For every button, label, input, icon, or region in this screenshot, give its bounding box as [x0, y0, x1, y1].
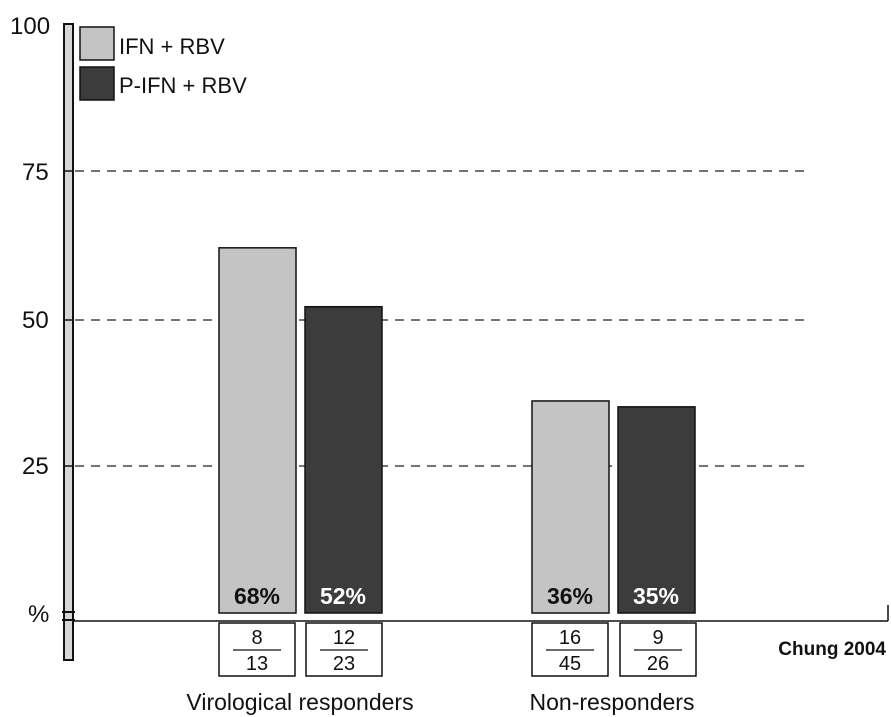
legend-swatch-pifn-rbv — [79, 66, 115, 101]
bar-label-ifn-rbv-virological-responders: 68% — [234, 583, 280, 609]
bar-pifn-rbv-virological-responders — [304, 305, 383, 614]
y-tick-label-25: 25 — [22, 453, 49, 480]
category-label-virological-responders: Virological responders — [186, 689, 413, 715]
fraction-denominator: 45 — [559, 653, 581, 675]
category-label-non-responders: Non-responders — [530, 689, 695, 715]
fraction-box-pifn-rbv-non-responders: 9 26 — [619, 622, 697, 677]
bar-ifn-rbv-virological-responders — [218, 247, 297, 614]
y-axis-unit-label: % — [28, 601, 49, 628]
y-tick-label-100: 100 — [10, 13, 50, 40]
y-axis-bar — [63, 23, 74, 661]
bar-label-ifn-rbv-non-responders: 36% — [547, 583, 593, 609]
fraction-numerator: 16 — [559, 627, 581, 649]
legend: IFN + RBV P-IFN + RBV — [79, 26, 247, 101]
source-label: Chung 2004 — [778, 639, 886, 660]
fraction-box-pifn-rbv-virological-responders: 12 23 — [305, 622, 383, 677]
bar-pifn-rbv-non-responders — [617, 406, 696, 614]
legend-swatch-ifn-rbv — [79, 26, 115, 61]
fraction-box-ifn-rbv-non-responders: 16 45 — [531, 622, 609, 677]
y-tick-label-75: 75 — [22, 159, 49, 186]
bar-label-pifn-rbv-non-responders: 35% — [633, 583, 679, 609]
bar-ifn-rbv-non-responders — [531, 400, 610, 614]
bars-group — [218, 247, 696, 614]
fraction-numerator: 9 — [652, 627, 663, 649]
legend-label-pifn-rbv: P-IFN + RBV — [119, 73, 247, 98]
y-tick-label-50: 50 — [22, 307, 49, 334]
bar-label-pifn-rbv-virological-responders: 52% — [320, 583, 366, 609]
fraction-denominator: 26 — [647, 653, 669, 675]
fraction-denominator: 23 — [333, 653, 355, 675]
legend-label-ifn-rbv: IFN + RBV — [119, 34, 225, 59]
fraction-numerator: 8 — [251, 627, 262, 649]
fraction-box-ifn-rbv-virological-responders: 8 13 — [218, 622, 296, 677]
fraction-numerator: 12 — [333, 627, 355, 649]
fraction-denominator: 13 — [246, 653, 268, 675]
